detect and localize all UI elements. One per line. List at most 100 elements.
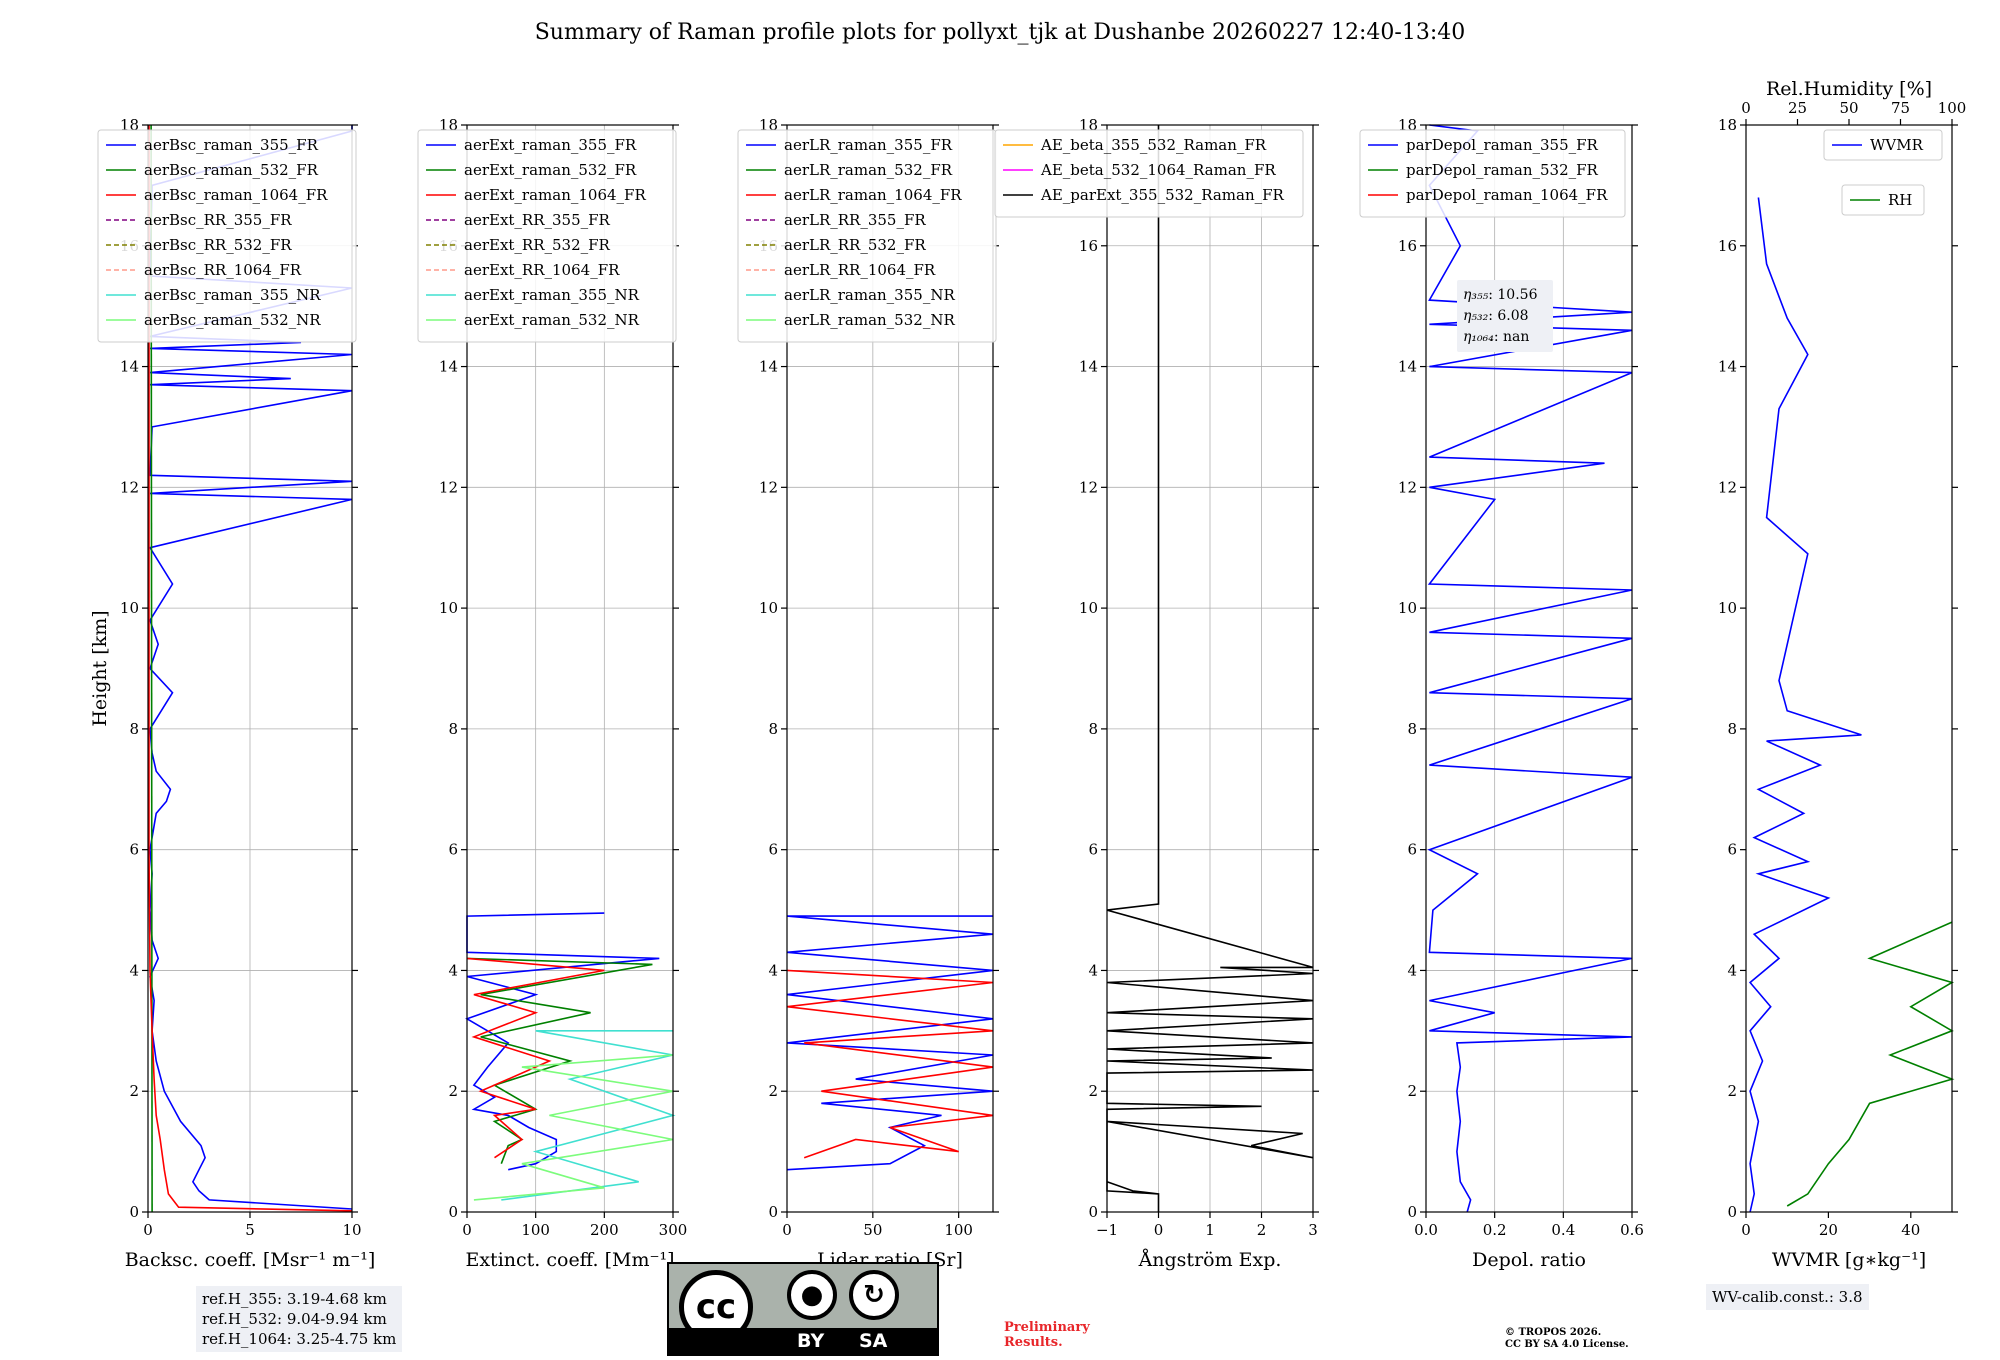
panel-backscatter: 0246810121416180510Backsc. coeff. [Msr⁻¹…	[89, 116, 375, 1271]
copyright-note: © TROPOS 2026. CC BY SA 4.0 License.	[1505, 1327, 1629, 1351]
panel-lidar_ratio: 024681012141618050100Lidar ratio [Sr]aer…	[737, 116, 999, 1271]
series-aerExt_raman_532_NR	[473, 1054, 674, 1201]
legend-box	[97, 129, 357, 343]
legend-entry-RH: RH	[1888, 191, 1912, 209]
share-alike-icon: ↻	[849, 1270, 899, 1320]
ref-height-1064: ref.H_1064: 3.25-4.75 km	[202, 1330, 397, 1348]
y-tick-label: 0	[129, 1203, 139, 1221]
legend-entry-aerLR_raman_355_NR: aerLR_raman_355_NR	[784, 286, 955, 304]
x-tick-label: 20	[1819, 1221, 1838, 1239]
legend-entry-aerExt_raman_532_FR: aerExt_raman_532_FR	[464, 161, 637, 179]
y-tick-label: 4	[1088, 961, 1098, 979]
legend-box	[994, 129, 1304, 218]
x-tick-label: 0	[782, 1221, 792, 1239]
x-tick-label: 3	[1308, 1221, 1318, 1239]
legend-entry-aerLR_raman_355_FR: aerLR_raman_355_FR	[784, 136, 953, 154]
y-tick-label: 12	[1398, 478, 1417, 496]
legend-entry-aerExt_RR_532_FR: aerExt_RR_532_FR	[464, 236, 611, 254]
y-tick-label: 0	[1727, 1203, 1737, 1221]
eta-value: : 6.08	[1488, 308, 1528, 324]
x-tick-label: −1	[1096, 1221, 1118, 1239]
plot-frame	[1425, 124, 1633, 1213]
eta-annotation: η₁₀₆₄: nan	[1463, 329, 1529, 345]
x-axis-label: Extinct. coeff. [Mm⁻¹]	[465, 1249, 674, 1271]
legend-entry-aerLR_raman_532_FR: aerLR_raman_532_FR	[784, 161, 953, 179]
x-tick-label: 5	[245, 1221, 255, 1239]
ref-height-532: ref.H_532: 9.04-9.94 km	[202, 1310, 387, 1328]
legend-entry-aerExt_raman_355_FR: aerExt_raman_355_FR	[464, 136, 637, 154]
preliminary-results-note: Preliminary Results.	[1004, 1320, 1090, 1350]
x-axis-label: Ångström Exp.	[1138, 1249, 1282, 1271]
plot-frame	[466, 124, 674, 1213]
eta-symbol: η₅₃₂	[1463, 308, 1489, 324]
eta-annotation: η₃₅₅: 10.56	[1463, 287, 1538, 303]
series-aerExt_raman_532_FR	[466, 957, 653, 1164]
y-tick-label: 4	[1407, 961, 1417, 979]
x-tick-label: 300	[659, 1221, 688, 1239]
figure-title: Summary of Raman profile plots for polly…	[534, 20, 1466, 45]
x2-tick-label: 75	[1891, 99, 1910, 117]
y-tick-label: 10	[439, 599, 458, 617]
legend-entry-aerLR_RR_355_FR: aerLR_RR_355_FR	[784, 211, 926, 229]
ref-height-box: ref.H_355: 3.19-4.68 km ref.H_532: 9.04-…	[196, 1286, 403, 1352]
y-tick-label: 14	[1079, 358, 1098, 376]
y-tick-label: 6	[1407, 841, 1417, 859]
x-tick-label: 10	[342, 1221, 361, 1239]
legend-entry-AE_beta_355_532_Raman_FR: AE_beta_355_532_Raman_FR	[1040, 136, 1267, 154]
y-tick-label: 10	[1398, 599, 1417, 617]
preliminary-line-2: Results.	[1004, 1335, 1063, 1350]
legend-entry-aerLR_raman_532_NR: aerLR_raman_532_NR	[784, 311, 955, 329]
eta-value: : nan	[1494, 329, 1530, 345]
legend-entry-aerBsc_raman_532_FR: aerBsc_raman_532_FR	[144, 161, 319, 179]
legend-entry-WVMR: WVMR	[1870, 136, 1924, 154]
legend-box	[737, 129, 997, 343]
y-tick-label: 14	[1398, 358, 1417, 376]
y-tick-label: 12	[1718, 478, 1737, 496]
series-aerLR_raman_355_FR	[786, 915, 994, 1171]
x-tick-label: 0	[1741, 1221, 1751, 1239]
x-tick-label: 0	[143, 1221, 153, 1239]
legend-entry-aerExt_RR_355_FR: aerExt_RR_355_FR	[464, 211, 611, 229]
x-tick-label: 100	[944, 1221, 973, 1239]
legend-entry-parDepol_raman_532_FR: parDepol_raman_532_FR	[1406, 161, 1599, 179]
person-icon: ●	[787, 1270, 837, 1320]
x-tick-label: 1	[1205, 1221, 1215, 1239]
y-tick-label: 2	[1088, 1082, 1098, 1100]
y-tick-label: 6	[129, 841, 139, 859]
y-tick-label: 10	[759, 599, 778, 617]
series-aerBsc_raman_1064_FR	[148, 125, 353, 1212]
legend-entry-aerBsc_RR_355_FR: aerBsc_RR_355_FR	[144, 211, 292, 229]
y-tick-label: 10	[1079, 599, 1098, 617]
y-tick-label: 14	[759, 358, 778, 376]
y-tick-label: 10	[1718, 599, 1737, 617]
y-tick-label: 8	[129, 720, 139, 738]
y-tick-label: 6	[1727, 841, 1737, 859]
legend-entry-aerLR_RR_532_FR: aerLR_RR_532_FR	[784, 236, 926, 254]
legend-entry-aerBsc_raman_355_FR: aerBsc_raman_355_FR	[144, 136, 319, 154]
series-aerExt_raman_1064_FR	[466, 957, 605, 1159]
y-tick-label: 8	[1088, 720, 1098, 738]
x-tick-label: 0.4	[1551, 1221, 1575, 1239]
legend-entry-AE_beta_532_1064_Raman_FR: AE_beta_532_1064_Raman_FR	[1040, 161, 1276, 179]
series-aerLR_raman_1064_FR	[786, 969, 994, 1159]
y-tick-label: 10	[120, 599, 139, 617]
y-tick-label: 16	[1398, 237, 1417, 255]
legend-box	[1359, 129, 1626, 218]
y-tick-label: 4	[1727, 961, 1737, 979]
cc-by-sa-badge: cc ● ↻ BY SA	[667, 1262, 939, 1356]
legend-entry-aerBsc_raman_532_NR: aerBsc_raman_532_NR	[144, 311, 321, 329]
series-RH	[1786, 921, 1955, 1207]
y-tick-label: 2	[129, 1082, 139, 1100]
y-tick-label: 8	[768, 720, 778, 738]
plot-frame	[1745, 124, 1953, 1213]
series-aerExt_raman_355_FR	[465, 912, 660, 1171]
x2-tick-label: 50	[1839, 99, 1858, 117]
legend-entry-parDepol_raman_355_FR: parDepol_raman_355_FR	[1406, 136, 1599, 154]
y-tick-label: 6	[1088, 841, 1098, 859]
y-tick-label: 12	[439, 478, 458, 496]
ref-height-355: ref.H_355: 3.19-4.68 km	[202, 1290, 387, 1308]
legend-entry-aerExt_raman_355_NR: aerExt_raman_355_NR	[464, 286, 640, 304]
y-tick-label: 4	[129, 961, 139, 979]
eta-symbol: η₃₅₅	[1463, 287, 1489, 303]
